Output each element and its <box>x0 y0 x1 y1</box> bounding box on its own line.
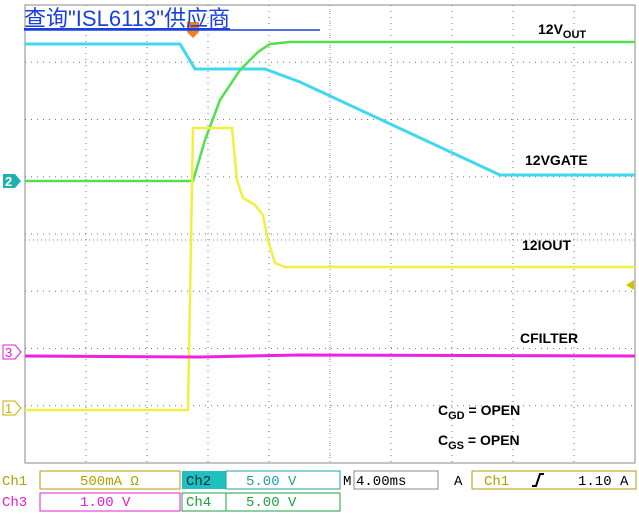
ch4-box <box>225 492 341 512</box>
label-cgd: CGD = OPEN <box>438 402 520 422</box>
ch2-label-bg <box>182 471 226 489</box>
ch1-scale: 500mA Ω <box>80 474 139 490</box>
ch1-marker-bg <box>2 400 22 416</box>
label-sub: OUT <box>563 29 587 41</box>
trig-mode: A <box>454 474 463 490</box>
ch1-marker: 1 <box>5 401 12 416</box>
ch3-scale: 1.00 V <box>80 495 131 511</box>
trace-12iout <box>25 126 635 412</box>
ch1-label: Ch1 <box>2 474 27 490</box>
label-rest: = OPEN <box>465 402 521 418</box>
label-main: C <box>438 432 448 448</box>
trig-level: 1.10 A <box>578 474 629 490</box>
supplier-link[interactable]: 查询"ISL6113"供应商 <box>24 6 230 31</box>
trig-source: Ch1 <box>484 474 509 490</box>
label-rest: = OPEN <box>464 432 520 448</box>
time-prefix: M <box>343 474 351 490</box>
ch2-label: Ch2 <box>186 474 211 490</box>
ch3-box <box>39 492 181 512</box>
trig-slope-icon <box>532 473 544 487</box>
trace-12vout <box>25 40 635 183</box>
time-scale: 4.00ms <box>356 474 406 490</box>
ch3-marker: 3 <box>5 345 12 360</box>
label-main: 12V <box>538 21 564 37</box>
status-bar: Ch1 500mA Ω Ch2 5.00 V M 4.00ms A Ch1 1.… <box>0 464 639 514</box>
trig-box <box>471 470 637 490</box>
ch1-box <box>39 470 181 490</box>
label-12iout: 12IOUT <box>522 237 571 253</box>
trigger-level-marker <box>626 280 634 290</box>
label-main: C <box>438 402 448 418</box>
ch4-label: Ch4 <box>186 495 211 511</box>
ch2-marker-bg <box>3 174 21 188</box>
label-sub: GS <box>448 440 464 452</box>
label-sub: GD <box>448 410 465 422</box>
ch2-box <box>225 470 341 490</box>
ch4-scale: 5.00 V <box>246 495 297 511</box>
label-cgs: CGS = OPEN <box>438 432 520 452</box>
trace-cfilter <box>24 353 636 359</box>
time-box <box>353 470 439 490</box>
label-12vout: 12VOUT <box>538 21 586 41</box>
ch3-label: Ch3 <box>2 495 27 511</box>
trace-12vgate <box>25 42 635 177</box>
ch3-marker-bg <box>2 344 22 360</box>
label-12vgate: 12VGATE <box>525 152 588 168</box>
ch2-marker: 2 <box>5 174 12 189</box>
label-cfilter: CFILTER <box>520 330 578 346</box>
ch2-scale: 5.00 V <box>246 474 297 490</box>
